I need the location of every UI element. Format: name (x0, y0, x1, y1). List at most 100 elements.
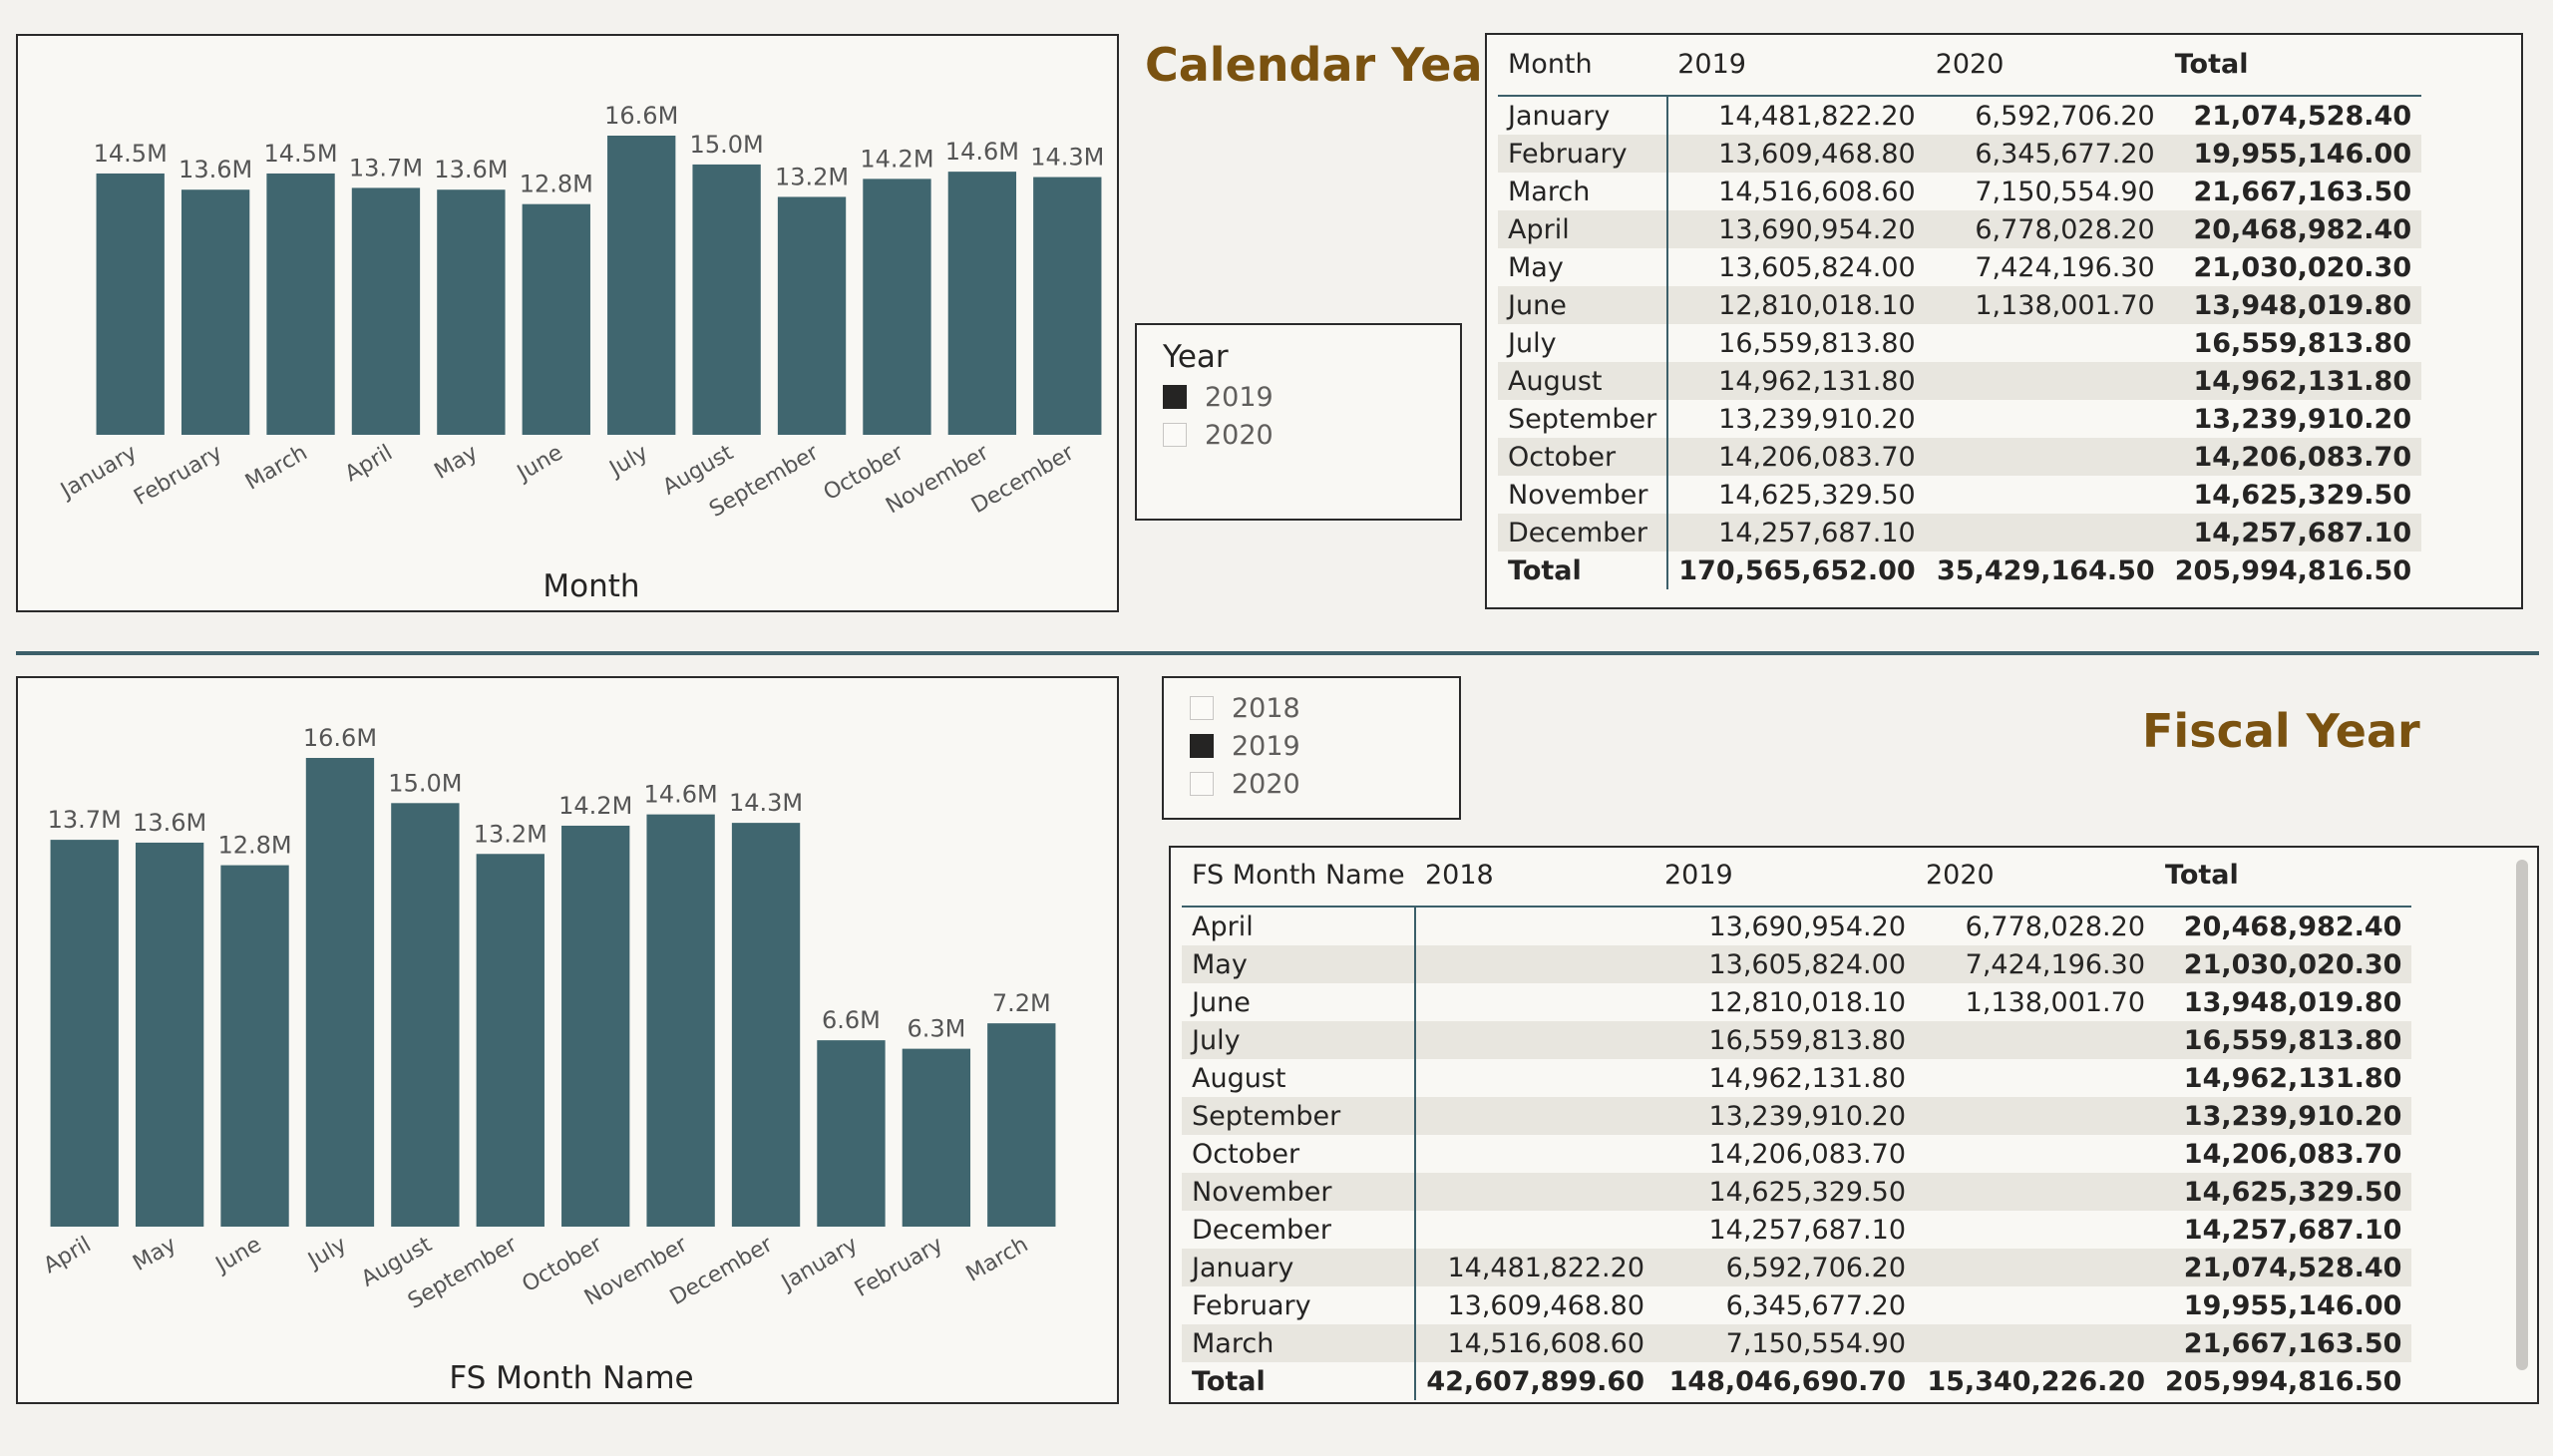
col-header-2020[interactable]: 2020 (1916, 844, 2155, 908)
year-slicer-item-2019[interactable]: 2019 (1163, 381, 1274, 413)
table-row[interactable]: December 14,257,687.10 14,257,687.10 (1498, 514, 2422, 551)
bar-october[interactable] (561, 825, 630, 1227)
table-row[interactable]: December 14,257,687.10 14,257,687.10 (1182, 1211, 2411, 1249)
table-row[interactable]: June 12,810,018.10 1,138,001.70 13,948,019.… (1182, 983, 2411, 1021)
checkbox-icon[interactable] (1163, 385, 1187, 409)
x-tick-label: March (241, 441, 312, 496)
table-row[interactable]: August 14,962,131.80 14,962,131.80 (1498, 362, 2422, 400)
fiscal-bar-chart-panel[interactable]: 13.7M April 13.6M May 12.8M June 16.6M July 15.0… (16, 676, 1119, 1404)
row-total-cell: 21,667,163.50 (2155, 1324, 2412, 1362)
value-cell (1916, 1059, 2155, 1097)
row-total-cell: 14,257,687.10 (2164, 514, 2422, 551)
year-slicer-item-2020[interactable]: 2020 (1163, 419, 1274, 451)
value-cell: 13,239,910.20 (1654, 1097, 1916, 1135)
year-slicer[interactable]: Year 2019 2020 (1135, 323, 1462, 521)
col-header-month[interactable]: Month (1498, 33, 1668, 97)
bar-may[interactable] (135, 842, 204, 1227)
bar-august[interactable] (692, 164, 761, 436)
table-row[interactable]: January 14,481,822.20 6,592,706.20 21,074,5… (1498, 96, 2421, 135)
value-cell: 14,516,608.60 (1718, 176, 1916, 207)
table-row[interactable]: July 16,559,813.80 16,559,813.80 (1498, 324, 2421, 362)
fiscal-matrix-scrollbar[interactable] (2516, 860, 2528, 1370)
table-row[interactable]: May 13,605,824.00 7,424,196.30 21,030,020.3… (1182, 945, 2412, 983)
checkbox-icon[interactable] (1190, 772, 1214, 796)
col-header-2020[interactable]: 2020 (1925, 33, 2165, 97)
bar-december[interactable] (1033, 177, 1102, 435)
row-label: July (1182, 1021, 1416, 1059)
calendar-bar-chart-panel[interactable]: 14.5M January 13.6M February 14.5M March 13.7M… (16, 34, 1119, 612)
value-cell (1916, 1249, 2155, 1286)
value-cell (1925, 362, 2165, 400)
value-cell: 16,559,813.80 (1718, 327, 1916, 359)
table-row[interactable]: January 14,481,822.20 6,592,706.20 21,074,5… (1182, 1249, 2412, 1286)
data-label: 14.5M (263, 140, 337, 168)
col-header-total[interactable]: Total (2164, 33, 2422, 97)
bar-april[interactable] (351, 187, 421, 435)
row-total-cell: 14,962,131.80 (2183, 1062, 2402, 1094)
checkbox-icon[interactable] (1190, 734, 1214, 758)
table-row[interactable]: November 14,625,329.50 14,625,329.50 (1182, 1173, 2412, 1211)
row-total-cell: 16,559,813.80 (2193, 327, 2412, 359)
bar-january[interactable] (817, 1040, 886, 1227)
table-row[interactable]: April 13,690,954.20 6,778,028.20 20,468,982… (1182, 907, 2411, 945)
fiscal-slicer-item-2019[interactable]: 2019 (1190, 730, 1300, 762)
bar-june[interactable] (220, 865, 289, 1227)
bar-november[interactable] (947, 172, 1017, 435)
bar-december[interactable] (731, 823, 801, 1227)
bar-august[interactable] (391, 803, 460, 1227)
fiscal-year-slicer[interactable]: 2018 2019 2020 (1162, 676, 1461, 820)
table-row[interactable]: April 13,690,954.20 6,778,028.20 20,468,982… (1498, 210, 2422, 248)
value-cell: 42,607,899.60 (1415, 1362, 1654, 1400)
checkbox-icon[interactable] (1190, 696, 1214, 720)
value-cell (1916, 1286, 2155, 1324)
bar-july[interactable] (305, 758, 375, 1227)
bar-june[interactable] (522, 203, 590, 435)
bar-may[interactable] (437, 189, 506, 435)
value-cell: 6,778,028.20 (1925, 210, 2165, 248)
bar-september[interactable] (777, 196, 847, 435)
table-row[interactable]: July 16,559,813.80 16,559,813.80 (1182, 1021, 2412, 1059)
table-row[interactable]: June 12,810,018.10 1,138,001.70 13,948,019.… (1498, 286, 2422, 324)
table-row[interactable]: November 14,625,329.50 14,625,329.50 (1498, 476, 2421, 514)
x-axis-title: FS Month Name (449, 1360, 693, 1396)
table-row[interactable]: March 14,516,608.60 7,150,554.90 21,667,163… (1182, 1324, 2412, 1362)
bar-february[interactable] (181, 189, 250, 435)
col-header-2019[interactable]: 2019 (1654, 844, 1916, 908)
value-cell (1415, 1059, 1654, 1097)
total-row[interactable]: Total 170,565,652.00 35,429,164.50 205,994,… (1498, 551, 2422, 589)
bar-september[interactable] (476, 854, 545, 1227)
table-row[interactable]: October 14,206,083.70 14,206,083.70 (1498, 438, 2422, 476)
checkbox-icon[interactable] (1163, 423, 1187, 447)
table-row[interactable]: March 14,516,608.60 7,150,554.90 21,667,163… (1498, 173, 2421, 210)
fiscal-slicer-item-2018[interactable]: 2018 (1190, 692, 1300, 724)
bar-march[interactable] (266, 173, 335, 435)
value-cell (1926, 400, 2165, 438)
data-label: 14.2M (860, 145, 933, 173)
bar-november[interactable] (646, 814, 715, 1227)
table-row[interactable]: September 13,239,910.20 13,239,910.20 (1182, 1097, 2412, 1135)
x-tick-label: January (55, 441, 141, 505)
table-row[interactable]: February 13,609,468.80 6,345,677.20 19,955,… (1182, 1286, 2411, 1324)
col-header-total[interactable]: Total (2155, 844, 2412, 908)
col-header-2019[interactable]: 2019 (1667, 33, 1926, 97)
table-row[interactable]: September 13,239,910.20 13,239,910.20 (1498, 400, 2421, 438)
data-label: 14.6M (945, 138, 1019, 166)
bar-july[interactable] (607, 136, 676, 435)
table-row[interactable]: August 14,962,131.80 14,962,131.80 (1182, 1059, 2411, 1097)
year-slicer-title: Year (1163, 339, 1229, 375)
bar-april[interactable] (50, 840, 119, 1227)
x-tick-label: June (210, 1233, 266, 1279)
bar-october[interactable] (863, 179, 931, 436)
bar-march[interactable] (987, 1023, 1056, 1227)
bar-january[interactable] (96, 173, 165, 435)
fiscal-slicer-item-2020[interactable]: 2020 (1190, 768, 1300, 800)
col-header-2018[interactable]: 2018 (1415, 844, 1654, 908)
col-header-fs-month-name[interactable]: FS Month Name (1182, 844, 1415, 908)
table-row[interactable]: October 14,206,083.70 14,206,083.70 (1182, 1135, 2411, 1173)
total-row[interactable]: Total 42,607,899.60 148,046,690.70 15,340,2… (1182, 1362, 2412, 1400)
bar-february[interactable] (902, 1048, 971, 1227)
value-cell: 14,206,083.70 (1667, 438, 1926, 476)
table-row[interactable]: February 13,609,468.80 6,345,677.20 19,955,… (1498, 135, 2422, 173)
table-row[interactable]: May 13,605,824.00 7,424,196.30 21,030,020.3… (1498, 248, 2421, 286)
